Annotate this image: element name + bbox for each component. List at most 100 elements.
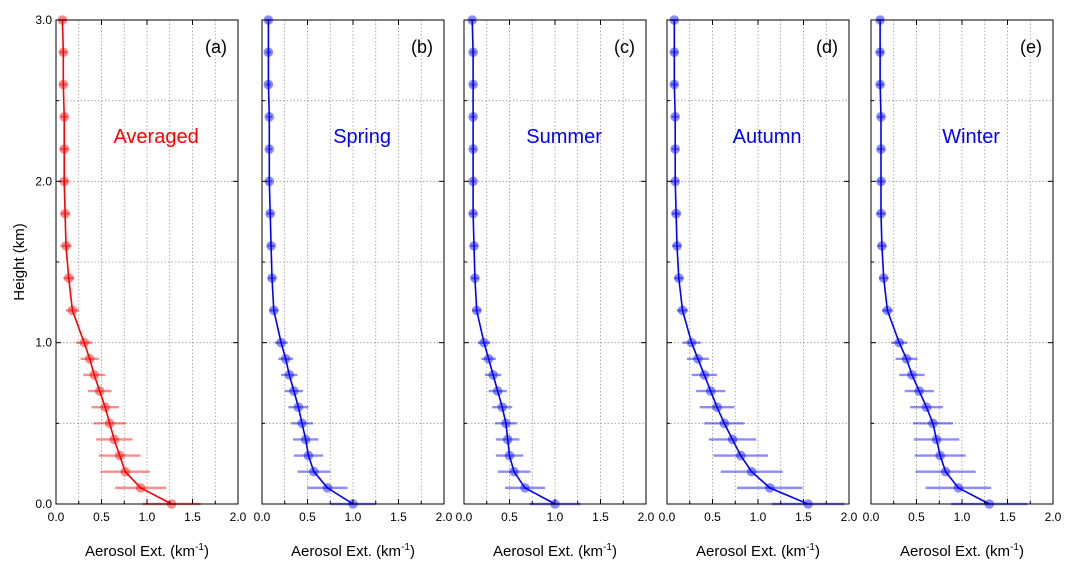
data-point: [876, 112, 886, 122]
x-axis-title: Aerosol Ext. (km-1): [900, 542, 1024, 560]
x-axis-title: Aerosol Ext. (km-1): [696, 542, 820, 560]
panel-3: 0.0 0.5 1.0 1.5 2.0 (c) Summer Aerosol Ext. (km…: [456, 15, 655, 560]
x-tick-label: 1.5: [184, 510, 201, 524]
x-tick-label: 2.0: [1045, 510, 1062, 524]
data-point: [60, 208, 70, 219]
season-label: Spring: [333, 126, 391, 148]
data-point: [921, 402, 932, 413]
data-point: [953, 483, 964, 493]
data-point: [470, 273, 480, 283]
panel-letter: (d): [816, 37, 838, 57]
profile-line: [673, 20, 809, 505]
x-tick-label: 1.0: [750, 510, 767, 524]
x-axis-title-main: Aerosol Ext. (km: [493, 543, 603, 560]
data-point: [59, 144, 69, 154]
data-point: [264, 112, 275, 122]
data-point: [876, 176, 886, 187]
x-tick-label: 0.5: [93, 510, 110, 524]
data-point: [94, 386, 105, 396]
x-axis-title-superscript: -1: [195, 542, 204, 553]
x-axis-title-superscript: -1: [1010, 542, 1019, 553]
y-axis-title: Height (km): [11, 223, 28, 301]
x-tick-label: 0.5: [908, 510, 925, 524]
x-axis-title-superscript: -1: [806, 542, 815, 553]
data-point: [280, 354, 291, 364]
data-point: [746, 466, 757, 477]
data-point: [670, 112, 680, 122]
y-tick-label: 0.0: [35, 497, 52, 511]
data-point: [297, 418, 307, 429]
data-point: [940, 466, 951, 477]
data-point: [289, 386, 299, 396]
data-point: [269, 305, 279, 316]
data-point: [488, 370, 498, 380]
x-tick-label: 0.0: [659, 510, 676, 524]
data-point: [109, 434, 120, 445]
x-tick-label: 0.5: [299, 510, 316, 524]
y-tick-label: 1.0: [35, 336, 52, 350]
x-tick-label: 2.0: [230, 510, 247, 524]
season-label: Averaged: [113, 126, 198, 148]
x-axis-title: Aerosol Ext. (km-1): [85, 542, 209, 560]
data-point: [284, 370, 295, 380]
data-point: [468, 144, 478, 154]
data-point: [504, 450, 515, 461]
data-point: [469, 241, 479, 251]
data-point: [59, 112, 69, 122]
x-tick-label: 1.0: [954, 510, 971, 524]
x-tick-label: 0.0: [456, 510, 473, 524]
profile-line: [267, 20, 354, 505]
data-point: [693, 354, 703, 364]
data-point: [61, 241, 71, 251]
y-tick-label: 2.0: [35, 174, 52, 188]
profile-line: [471, 19, 556, 505]
data-point: [882, 305, 893, 316]
x-tick-label: 0.0: [863, 510, 880, 524]
data-point: [677, 305, 688, 316]
x-tick-label: 2.0: [638, 510, 655, 524]
data-point: [468, 112, 478, 122]
data-point: [497, 402, 508, 413]
data-point: [520, 483, 530, 493]
x-axis-title-suffix: ): [815, 543, 820, 560]
x-tick-label: 2.0: [841, 510, 858, 524]
data-point: [468, 47, 478, 58]
data-point: [670, 176, 680, 187]
data-point: [264, 176, 275, 187]
panel-1: 0.0 0.5 1.0 1.5 2.0 0.0 1.0 2.0 3.0 (a) Averaged Ae…: [35, 13, 246, 560]
data-point: [875, 47, 885, 58]
x-tick-label: 0.5: [501, 510, 518, 524]
panel-4: 0.0 0.5 1.0 1.5 2.0 (d) Autumn Aerosol Ext. (km…: [659, 15, 858, 560]
data-point: [114, 450, 125, 461]
data-point: [509, 466, 519, 477]
data-point: [686, 337, 697, 348]
x-axis-title-superscript: -1: [603, 542, 612, 553]
profile-line: [879, 20, 990, 505]
data-point: [104, 418, 115, 429]
x-tick-label: 1.0: [345, 510, 362, 524]
data-point: [483, 354, 494, 364]
x-axis-title-main: Aerosol Ext. (km: [696, 543, 806, 560]
x-tick-label: 1.5: [999, 510, 1016, 524]
data-point: [468, 79, 478, 90]
data-point: [267, 273, 277, 283]
data-point: [669, 47, 680, 58]
data-point: [705, 386, 716, 396]
data-point: [263, 79, 274, 90]
season-label: Autumn: [733, 126, 802, 148]
data-point: [322, 483, 333, 493]
panel-letter: (a): [205, 37, 227, 57]
data-point: [63, 273, 74, 283]
data-point: [479, 337, 489, 348]
x-tick-label: 1.0: [547, 510, 564, 524]
panel-letter: (b): [411, 37, 433, 57]
data-point: [492, 386, 503, 396]
data-point: [727, 434, 738, 445]
data-point: [719, 418, 730, 429]
panels-group: 0.0 0.5 1.0 1.5 2.00.01.02.03.0(a)AveragedAe…: [35, 13, 1061, 560]
data-point: [670, 144, 680, 154]
data-point: [712, 402, 722, 413]
data-point: [276, 337, 286, 348]
data-point: [894, 337, 905, 348]
